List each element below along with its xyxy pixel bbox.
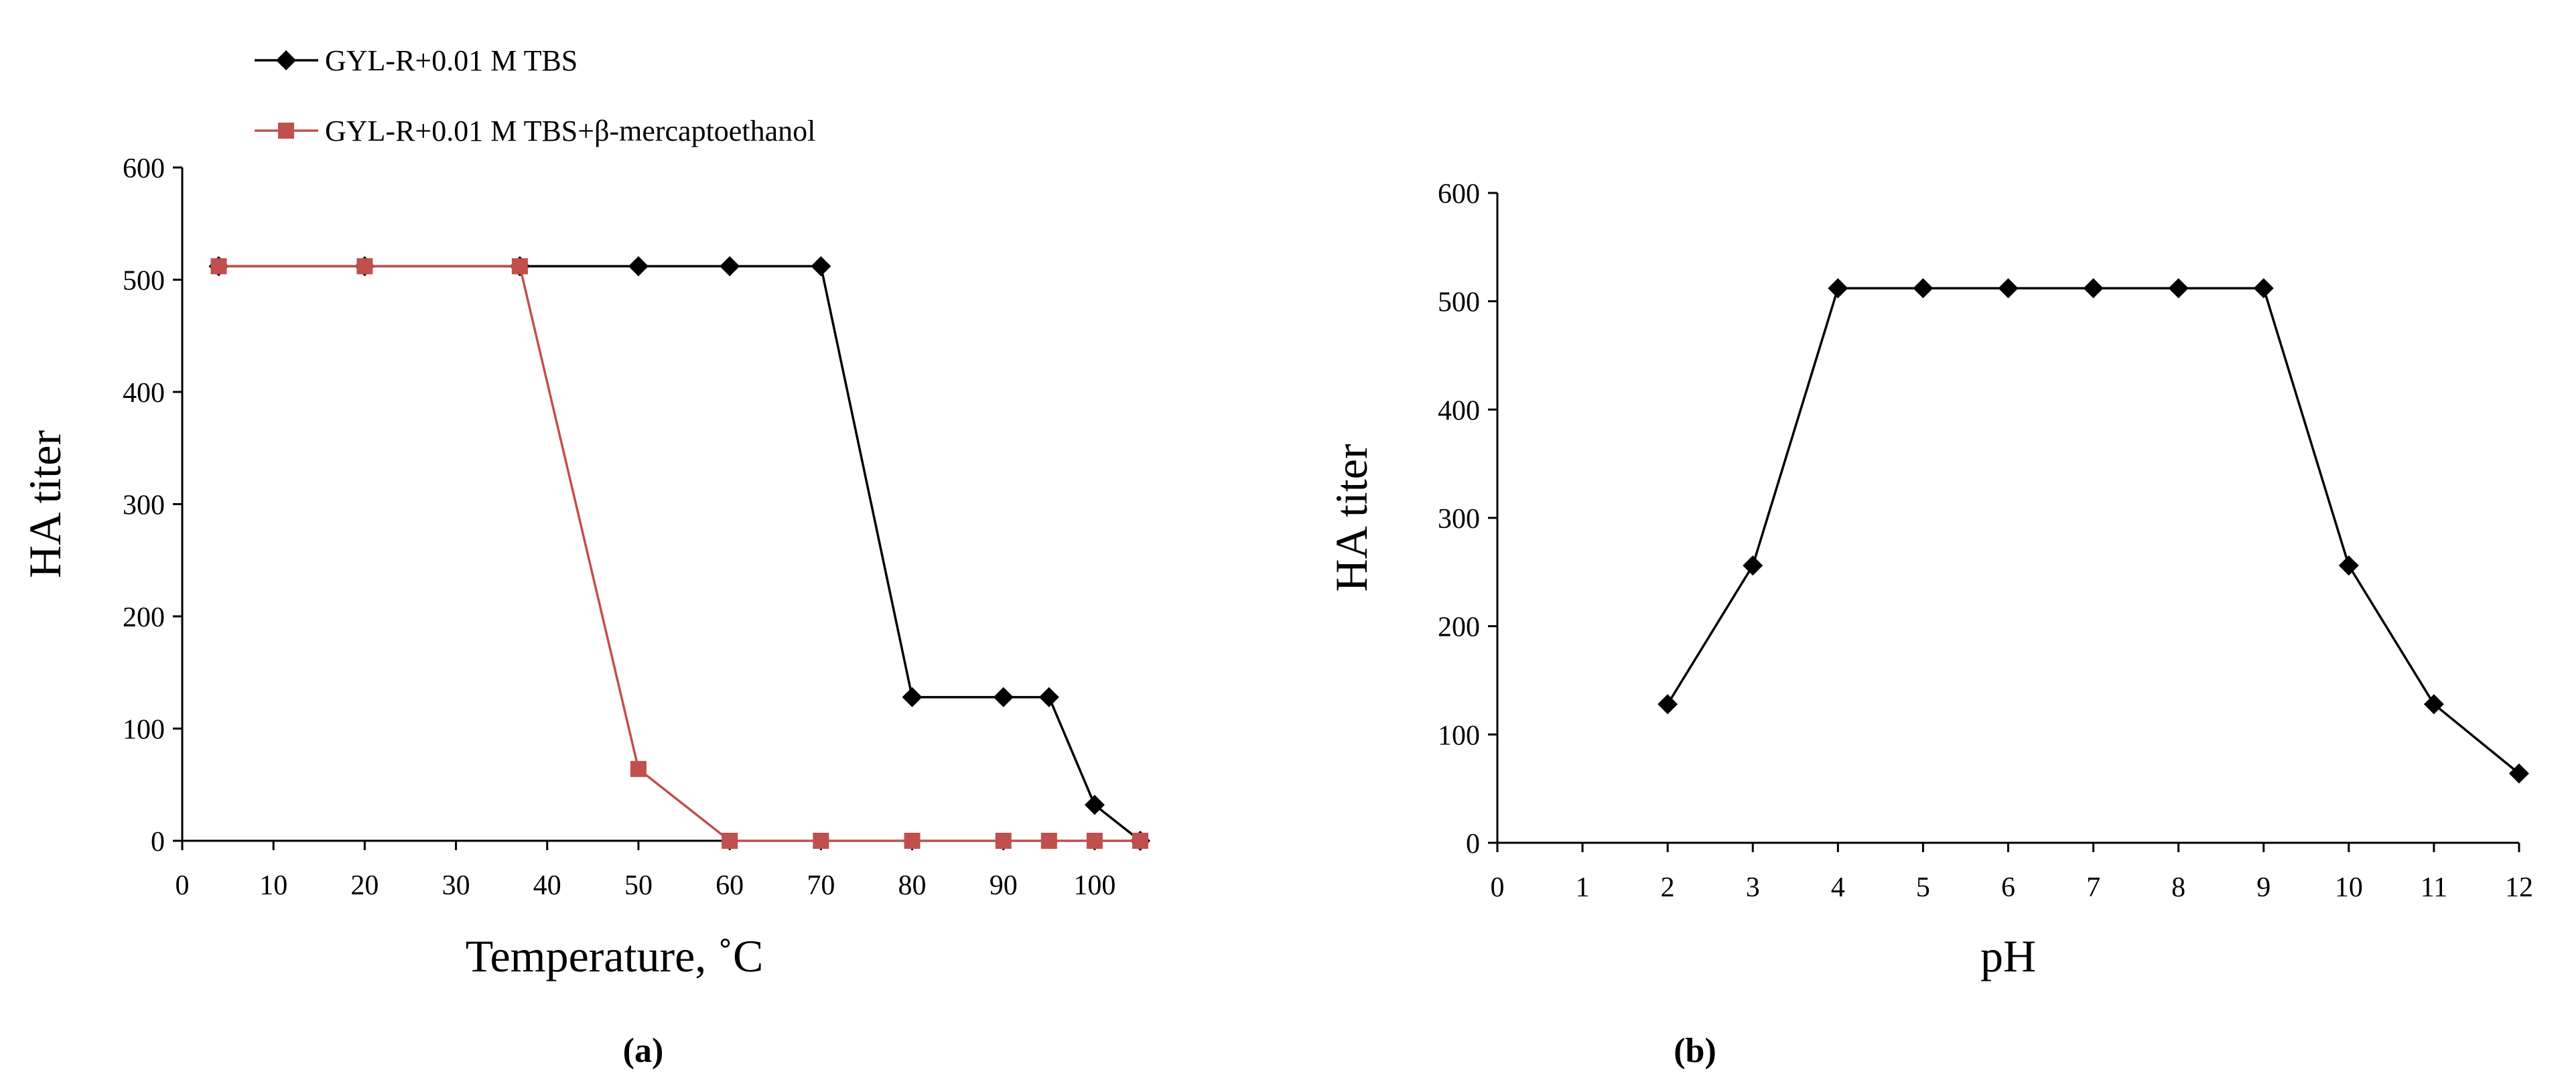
data-point bbox=[904, 833, 921, 849]
y-axis-title: HA titer bbox=[1326, 444, 1377, 592]
x-tick-label: 3 bbox=[1746, 872, 1760, 903]
x-tick-label: 90 bbox=[990, 870, 1018, 901]
x-tick-label: 50 bbox=[624, 870, 653, 901]
y-axis-title: HA titer bbox=[19, 430, 70, 578]
y-tick-label: 500 bbox=[1438, 287, 1480, 318]
x-tick-label: 8 bbox=[2171, 872, 2185, 903]
data-point bbox=[1828, 278, 1848, 299]
x-tick-label: 9 bbox=[2256, 872, 2270, 903]
y-tick-label: 200 bbox=[1438, 612, 1480, 643]
data-point bbox=[813, 833, 829, 849]
legend: GYL-R+0.01 M TBS GYL-R+0.01 M TBS+β-merca… bbox=[255, 44, 815, 147]
legend-label: GYL-R+0.01 M TBS+β-mercaptoethanol bbox=[325, 115, 815, 147]
data-point bbox=[2509, 763, 2529, 784]
axes: 0 100 200 300 400 500 600 0 10 20 30 40 50 60 70 80 90 10… bbox=[123, 153, 1140, 901]
data-point bbox=[210, 258, 227, 275]
x-tick-label: 2 bbox=[1661, 872, 1675, 903]
legend-marker bbox=[278, 123, 294, 139]
y-tick-label: 100 bbox=[123, 715, 165, 746]
series-group bbox=[1657, 278, 2529, 784]
y-tick-label: 400 bbox=[123, 378, 165, 409]
data-point bbox=[2083, 278, 2104, 299]
x-tick-label: 7 bbox=[2086, 872, 2100, 903]
x-axis-title: pH bbox=[1980, 931, 2036, 981]
x-tick-label: 1 bbox=[1576, 872, 1590, 903]
x-tick-label: 11 bbox=[2421, 872, 2447, 903]
data-point bbox=[628, 256, 649, 277]
data-point bbox=[720, 256, 740, 277]
chart-panel-a: GYL-R+0.01 M TBS GYL-R+0.01 M TBS+β-merca… bbox=[19, 44, 1150, 1070]
data-point bbox=[993, 687, 1014, 707]
data-point bbox=[1084, 795, 1105, 815]
y-tick-label: 100 bbox=[1438, 720, 1480, 751]
data-point bbox=[1038, 687, 1059, 707]
data-point bbox=[2168, 278, 2189, 299]
data-point bbox=[2338, 555, 2359, 576]
x-tick-label: 60 bbox=[716, 870, 744, 901]
y-tick-label: 600 bbox=[123, 153, 165, 184]
panel-caption: (b) bbox=[1674, 1032, 1716, 1070]
x-axis-title: Temperature, ˚C bbox=[466, 931, 764, 981]
x-tick-label: 20 bbox=[350, 870, 379, 901]
series-line-1 bbox=[1666, 287, 2520, 774]
x-tick-label: 80 bbox=[898, 870, 927, 901]
y-tick-label: 200 bbox=[123, 602, 165, 633]
data-point bbox=[630, 760, 647, 777]
x-tick-label: 30 bbox=[442, 870, 470, 901]
x-tick-label: 40 bbox=[533, 870, 561, 901]
x-tick-label: 0 bbox=[1491, 872, 1505, 903]
y-tick-label: 300 bbox=[1438, 504, 1480, 535]
x-tick-label: 5 bbox=[1916, 872, 1930, 903]
x-tick-label: 10 bbox=[2335, 872, 2363, 903]
y-tick-label: 400 bbox=[1438, 395, 1480, 426]
data-point bbox=[1657, 694, 1678, 715]
data-point bbox=[1998, 278, 2019, 299]
series-group bbox=[208, 256, 1150, 851]
y-tick-label: 0 bbox=[1466, 829, 1480, 860]
y-tick-label: 600 bbox=[1438, 179, 1480, 210]
y-tick-label: 500 bbox=[123, 266, 165, 297]
data-point bbox=[811, 256, 831, 277]
data-point bbox=[2423, 694, 2444, 715]
data-point bbox=[722, 833, 738, 849]
panel-caption: (a) bbox=[623, 1032, 664, 1070]
x-tick-label: 6 bbox=[2001, 872, 2015, 903]
x-tick-label: 0 bbox=[176, 870, 190, 901]
data-point bbox=[902, 687, 923, 707]
series-line-1 bbox=[218, 265, 1142, 842]
y-tick-label: 0 bbox=[151, 827, 165, 858]
data-point bbox=[511, 258, 528, 275]
data-point bbox=[2253, 278, 2274, 299]
legend-label: GYL-R+0.01 M TBS bbox=[325, 44, 578, 77]
x-tick-label: 12 bbox=[2505, 872, 2533, 903]
data-point bbox=[995, 833, 1012, 849]
data-point bbox=[1086, 833, 1103, 849]
data-point bbox=[1132, 833, 1148, 849]
y-tick-label: 300 bbox=[123, 490, 165, 521]
data-point bbox=[1743, 555, 1763, 576]
x-tick-label: 70 bbox=[807, 870, 835, 901]
data-point bbox=[356, 258, 373, 275]
data-point bbox=[1913, 278, 1934, 299]
data-point bbox=[1040, 833, 1057, 849]
series-line-2 bbox=[218, 265, 1140, 842]
x-tick-label: 100 bbox=[1073, 870, 1115, 901]
x-tick-label: 10 bbox=[259, 870, 287, 901]
legend-marker bbox=[276, 50, 296, 70]
x-tick-label: 4 bbox=[1831, 872, 1845, 903]
